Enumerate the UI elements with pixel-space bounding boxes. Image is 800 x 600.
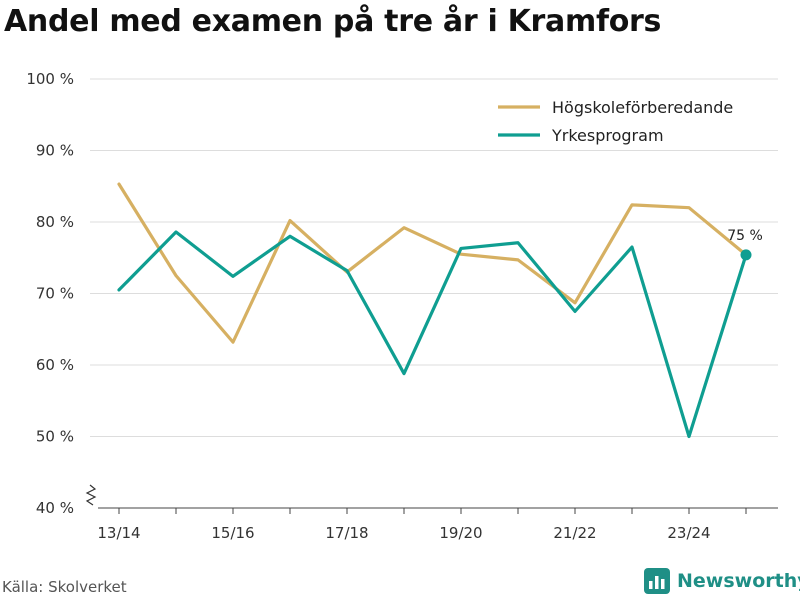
- y-tick-label: 50 %: [36, 428, 74, 446]
- x-tick-label: 13/14: [97, 524, 140, 542]
- axes: 40 % 50 % 60 % 70 % 80 % 90 % 100 % 13/14 15/16 1…: [26, 70, 778, 542]
- chart-title: Andel med examen på tre år i Kramfors: [4, 4, 662, 39]
- y-tick-label: 90 %: [36, 142, 74, 160]
- legend: Högskoleförberedande Yrkesprogram: [498, 98, 733, 145]
- y-tick-label: 80 %: [36, 213, 74, 231]
- source-label: Källa: Skolverket: [2, 578, 127, 596]
- y-tick-label: 60 %: [36, 356, 74, 374]
- legend-label: Högskoleförberedande: [552, 98, 733, 117]
- bar-chart-icon: [644, 568, 670, 594]
- end-value-label: 75 %: [727, 228, 763, 244]
- series-line-högskoleförberedande: [117, 182, 748, 344]
- x-tick-label: 23/24: [667, 524, 710, 542]
- y-tick-label: 40 %: [36, 499, 74, 517]
- legend-label: Yrkesprogram: [551, 126, 664, 145]
- axis-break-mark: [85, 484, 97, 506]
- y-tick-label: 100 %: [26, 70, 74, 88]
- series-line-yrkesprogram: [117, 230, 748, 439]
- x-tick-label: 17/18: [325, 524, 368, 542]
- brand-name: Newsworthy: [677, 570, 800, 592]
- y-tick-label: 70 %: [36, 285, 74, 303]
- series-lines: 75 %: [117, 182, 763, 439]
- brand-logo: Newsworthy: [644, 568, 800, 594]
- end-point-marker: [740, 249, 752, 261]
- x-tick-label: 15/16: [211, 524, 254, 542]
- x-tick-label: 21/22: [553, 524, 596, 542]
- x-tick-label: 19/20: [439, 524, 482, 542]
- gridlines: [90, 78, 778, 437]
